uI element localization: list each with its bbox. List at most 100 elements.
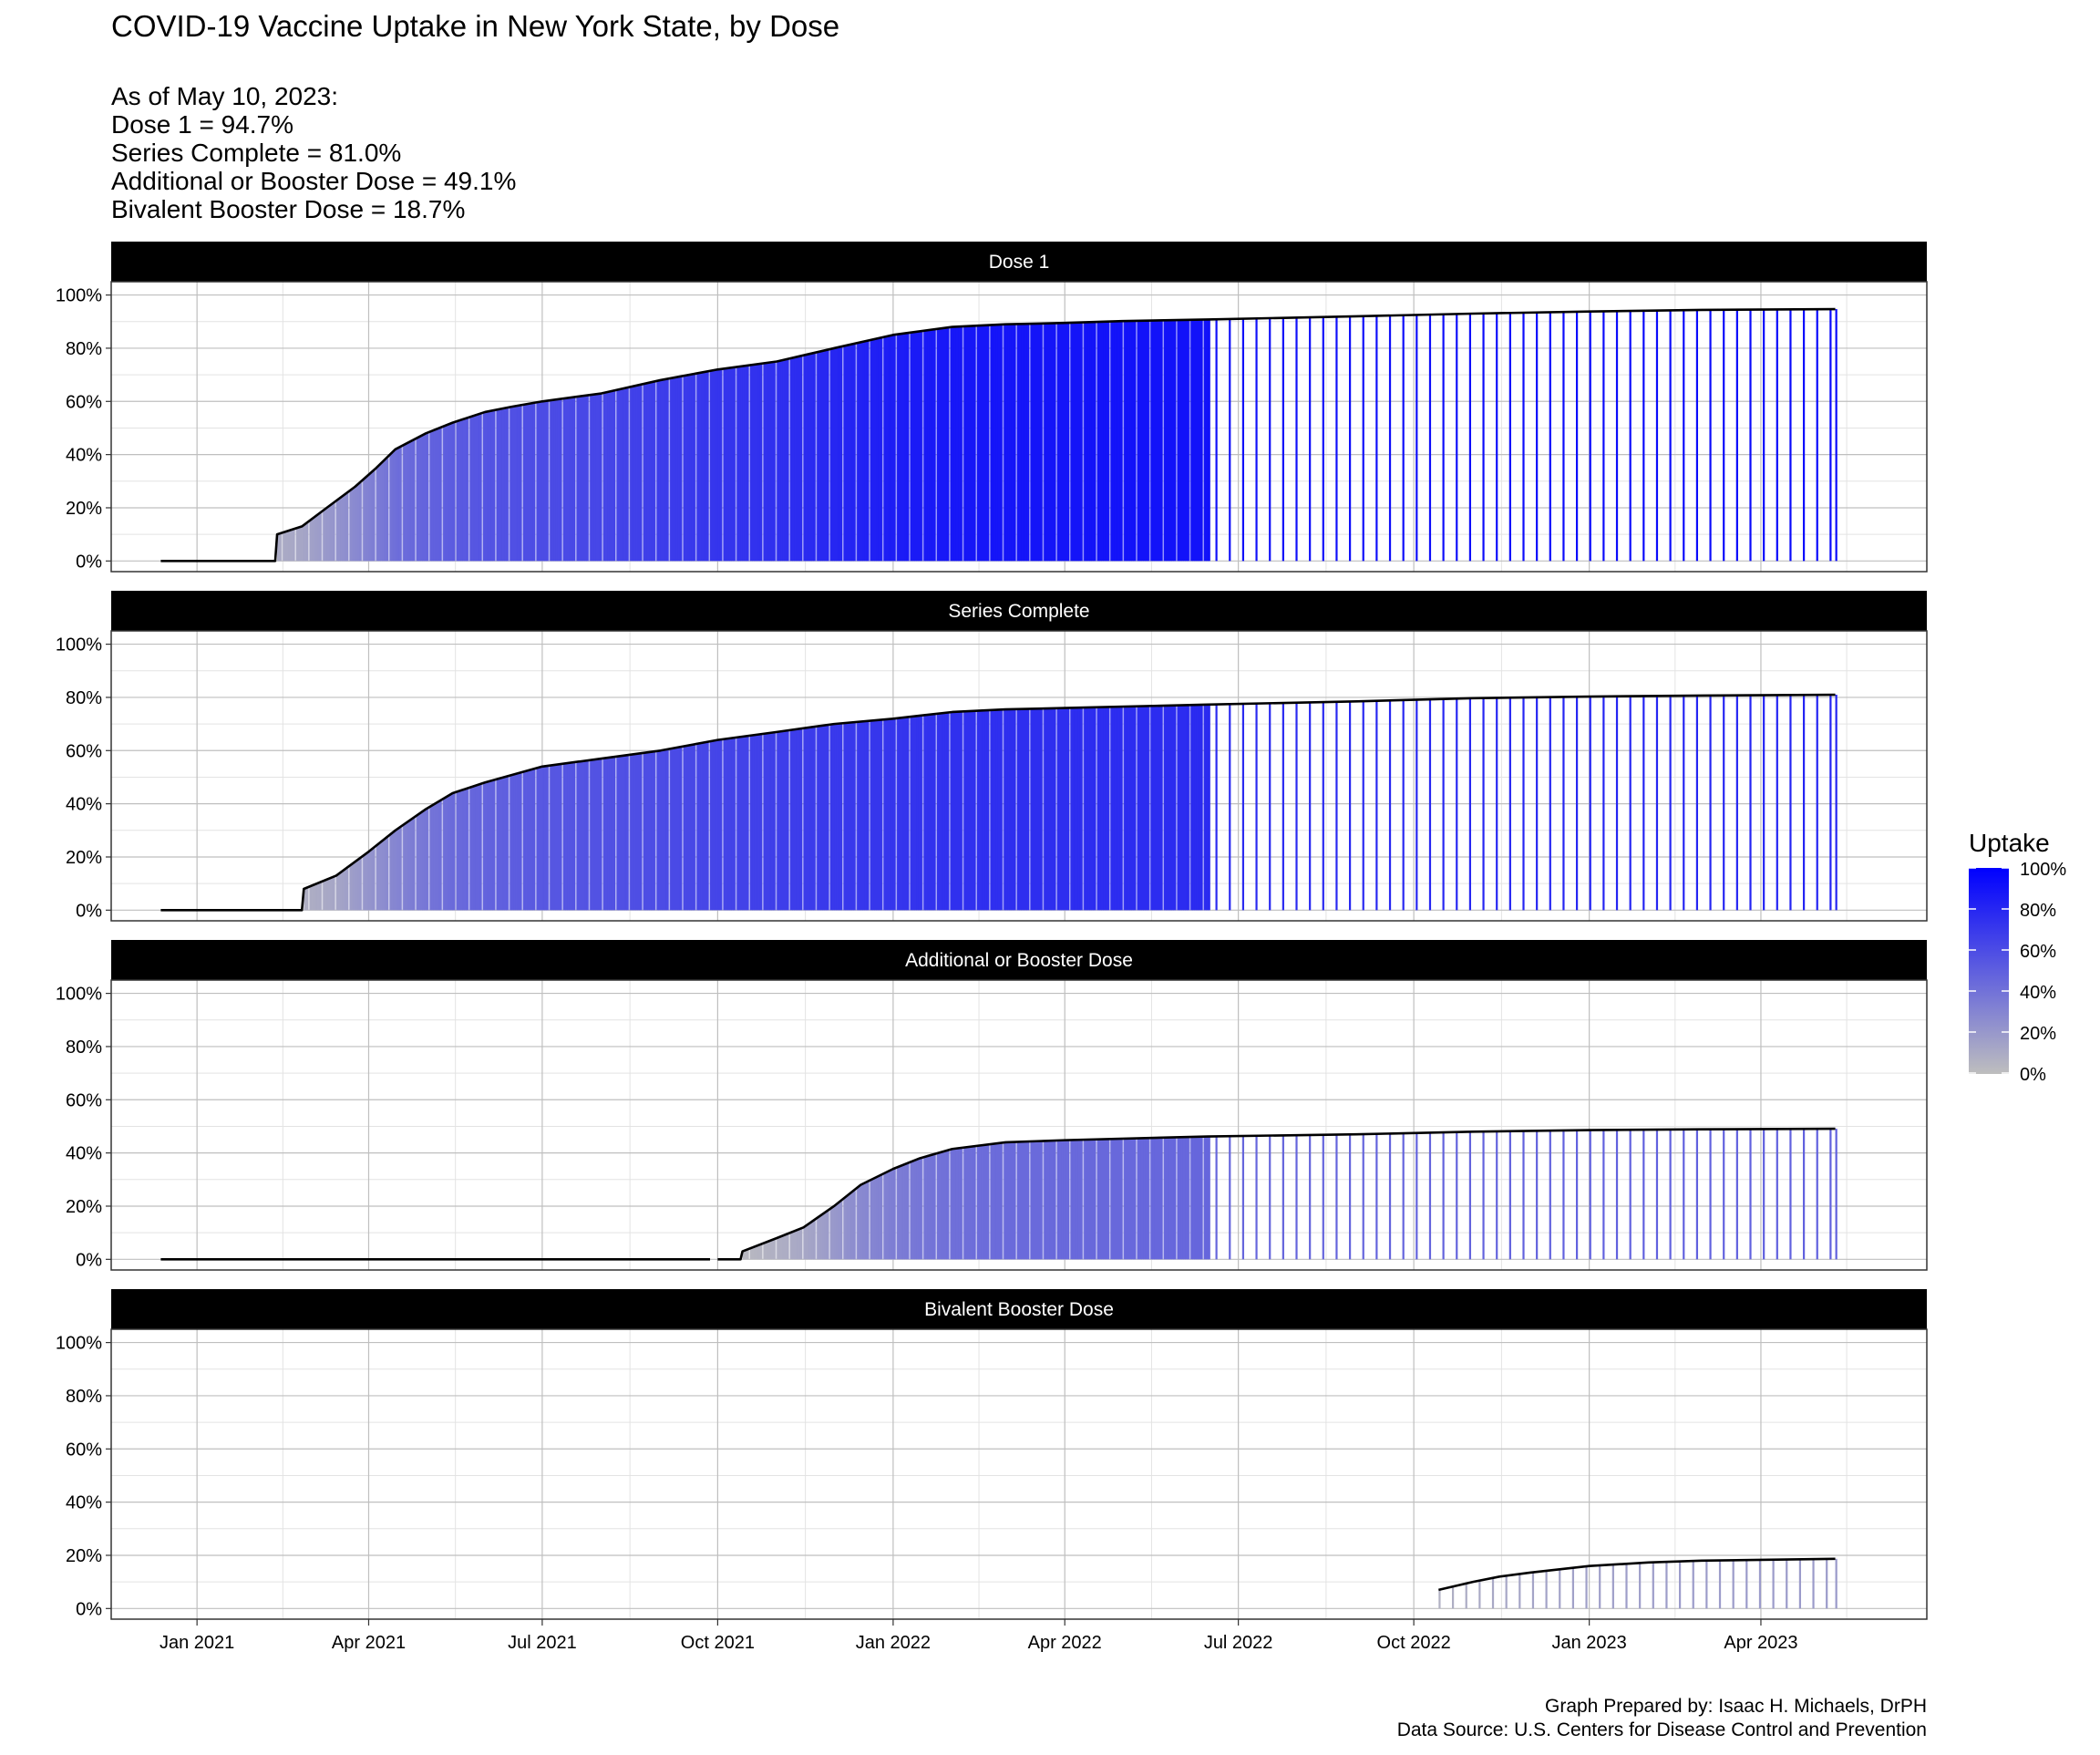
- uptake-bar: [1348, 1134, 1352, 1260]
- uptake-bar: [458, 790, 461, 911]
- uptake-bar: [726, 367, 730, 562]
- uptake-bar: [955, 711, 959, 911]
- uptake-bar: [468, 418, 470, 562]
- uptake-bar: [1072, 707, 1076, 911]
- uptake-bar: [410, 441, 414, 562]
- uptake-bar: [445, 425, 448, 562]
- uptake-bar: [1177, 1137, 1180, 1260]
- uptake-bar: [1629, 1130, 1632, 1260]
- uptake-bar: [1014, 708, 1018, 911]
- uptake-bar: [1282, 703, 1284, 911]
- uptake-bar: [557, 399, 561, 562]
- uptake-bar: [857, 721, 860, 911]
- uptake-bar: [530, 769, 534, 911]
- uptake-bar: [1723, 695, 1725, 911]
- uptake-bar: [778, 731, 782, 911]
- uptake-bar: [332, 877, 335, 911]
- uptake-bar: [1206, 1136, 1209, 1260]
- uptake-bar: [653, 751, 655, 911]
- uptake-bar: [1335, 701, 1338, 911]
- uptake-bar: [377, 466, 381, 562]
- uptake-bar: [372, 848, 376, 911]
- uptake-bar: [815, 1219, 818, 1260]
- uptake-bar: [1129, 321, 1133, 562]
- uptake-bar: [599, 759, 602, 911]
- uptake-bar: [674, 377, 676, 562]
- uptake-bar: [612, 390, 616, 562]
- uptake-bar: [649, 382, 652, 562]
- uptake-bar: [880, 1175, 882, 1260]
- uptake-bar: [979, 710, 982, 911]
- uptake-bar: [324, 880, 328, 911]
- uptake-bar: [651, 751, 654, 911]
- uptake-bar: [525, 771, 528, 911]
- uptake-bar: [927, 330, 931, 562]
- uptake-bar: [897, 334, 900, 562]
- uptake-bar: [345, 493, 349, 562]
- uptake-bar: [1169, 320, 1172, 562]
- uptake-bar: [298, 527, 301, 562]
- uptake-bar: [862, 1183, 866, 1260]
- uptake-bar: [939, 328, 942, 562]
- uptake-bar: [351, 864, 355, 911]
- uptake-bar: [826, 1211, 829, 1260]
- uptake-bar: [798, 728, 800, 911]
- uptake-bar: [1177, 705, 1180, 911]
- uptake-bar: [950, 326, 953, 562]
- uptake-bar: [677, 747, 681, 911]
- uptake-bar: [1348, 316, 1352, 562]
- uptake-bar: [794, 1231, 797, 1260]
- uptake-bar: [1468, 697, 1472, 911]
- uptake-bar: [1615, 1130, 1619, 1260]
- uptake-bar: [761, 363, 765, 562]
- uptake-bar: [813, 353, 816, 562]
- uptake-bar: [997, 1143, 1001, 1260]
- uptake-bar: [1159, 1137, 1163, 1260]
- uptake-bar: [876, 1177, 879, 1260]
- uptake-bar: [1056, 707, 1060, 911]
- uptake-bar: [1835, 1558, 1838, 1609]
- facet-strip: [111, 591, 1927, 631]
- uptake-bar: [892, 335, 896, 562]
- uptake-bar: [1131, 320, 1135, 562]
- facet-panel: Dose 1 0% 20% 40% 60% 80% 100%: [56, 242, 1928, 573]
- uptake-bar: [665, 749, 669, 911]
- panel-border: [110, 1328, 1928, 1620]
- uptake-bar: [1145, 706, 1148, 911]
- uptake-bar: [962, 1147, 964, 1260]
- uptake-bar: [847, 1195, 850, 1260]
- uptake-bar: [540, 401, 543, 562]
- uptake-bar: [314, 516, 318, 562]
- uptake-bar: [1255, 318, 1258, 562]
- uptake-bar: [932, 329, 936, 562]
- uptake-bar: [1665, 1562, 1668, 1609]
- y-tick-label: 40%: [66, 795, 102, 815]
- uptake-bar: [1137, 320, 1140, 562]
- uptake-bar: [665, 378, 669, 562]
- uptake-bar: [1322, 1134, 1324, 1260]
- uptake-bar: [578, 396, 582, 562]
- uptake-bar: [309, 521, 313, 562]
- uptake-bar: [855, 343, 858, 562]
- uptake-bar: [960, 711, 962, 911]
- uptake-bar: [1562, 312, 1565, 562]
- uptake-bar: [1669, 310, 1672, 562]
- uptake-bar: [839, 723, 843, 911]
- uptake-bar: [876, 719, 879, 911]
- uptake-bar: [1156, 1138, 1159, 1260]
- uptake-bar: [759, 1244, 763, 1260]
- uptake-bar: [952, 711, 955, 911]
- uptake-bar: [1585, 1566, 1588, 1609]
- uptake-bar: [691, 374, 694, 562]
- uptake-bar: [426, 809, 428, 911]
- uptake-bar: [1695, 310, 1699, 562]
- uptake-bar: [925, 330, 929, 562]
- uptake-bar: [1147, 1138, 1149, 1260]
- uptake-bar: [487, 411, 489, 562]
- uptake-bar: [1129, 706, 1133, 911]
- uptake-bar: [1037, 1141, 1041, 1260]
- uptake-bar: [920, 331, 922, 562]
- uptake-bar: [391, 452, 395, 562]
- uptake-bar: [1013, 324, 1016, 562]
- uptake-bar: [1575, 697, 1579, 911]
